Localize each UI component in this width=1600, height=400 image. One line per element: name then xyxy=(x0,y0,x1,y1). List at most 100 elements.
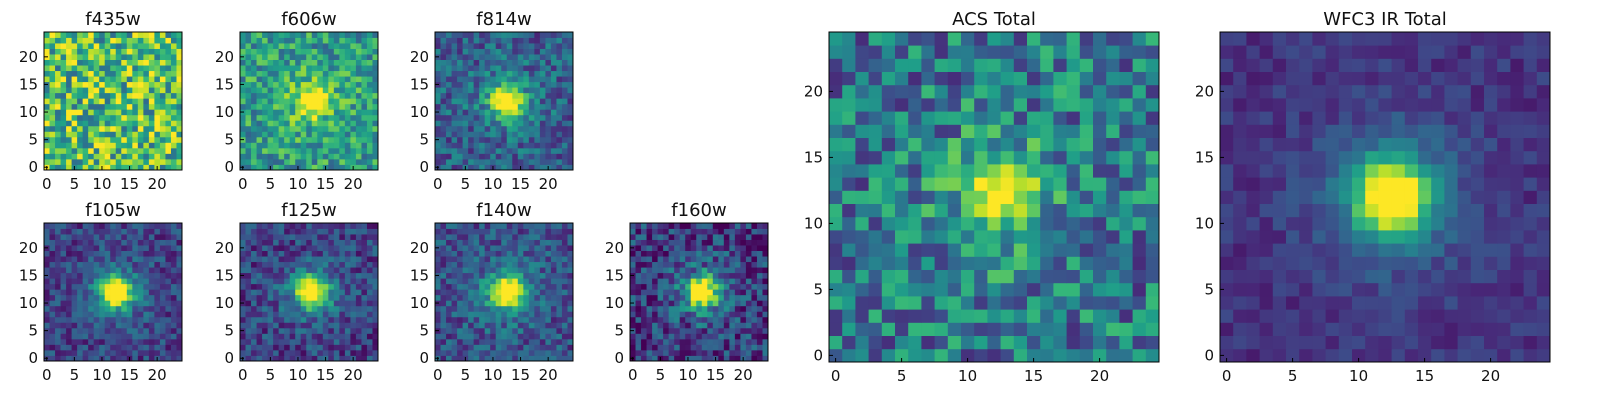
heatmap-cell xyxy=(561,103,568,110)
heatmap-cell xyxy=(278,98,285,105)
heatmap-cell xyxy=(176,311,183,318)
heatmap-cell xyxy=(88,250,95,257)
heatmap-cell xyxy=(921,269,935,284)
heatmap-cell xyxy=(159,278,166,285)
heatmap-cell xyxy=(289,256,296,263)
heatmap-cell xyxy=(451,164,458,171)
heatmap-cell xyxy=(88,234,95,240)
heatmap-cell xyxy=(528,338,535,345)
heatmap-cell xyxy=(495,245,502,251)
heatmap-cell xyxy=(745,283,752,290)
heatmap-cell xyxy=(273,70,280,77)
heatmap-cell xyxy=(333,234,340,240)
heatmap-cell xyxy=(322,327,329,334)
heatmap-cell xyxy=(451,142,458,149)
heatmap-cell xyxy=(528,92,535,99)
heatmap-cell xyxy=(115,103,122,110)
heatmap-cell xyxy=(176,228,183,235)
heatmap-cell xyxy=(295,114,302,121)
heatmap-cell xyxy=(355,87,362,94)
heatmap-cell xyxy=(350,65,357,72)
heatmap-cell xyxy=(696,294,703,301)
heatmap-cell xyxy=(718,322,725,329)
heatmap-cell xyxy=(99,87,106,94)
heatmap-cell xyxy=(300,48,307,55)
heatmap-cell xyxy=(947,309,962,323)
heatmap-cell xyxy=(170,256,177,263)
heatmap-cell xyxy=(506,234,513,240)
heatmap-cell xyxy=(440,322,447,329)
heatmap-cell xyxy=(159,131,166,138)
heatmap-cell xyxy=(550,43,557,49)
heatmap-cell xyxy=(256,294,263,301)
heatmap-cell xyxy=(372,316,379,323)
heatmap-cell xyxy=(490,147,497,154)
heatmap-cell xyxy=(344,164,351,171)
heatmap-cell xyxy=(745,250,752,257)
heatmap-cell xyxy=(44,289,50,296)
heatmap-cell xyxy=(1053,256,1067,270)
heatmap-cell xyxy=(501,316,508,323)
heatmap-cell xyxy=(729,250,736,257)
heatmap-cell xyxy=(339,228,346,235)
heatmap-cell xyxy=(262,81,268,88)
heatmap-cell xyxy=(339,147,346,154)
heatmap-cell xyxy=(267,147,274,154)
heatmap-cell xyxy=(451,322,458,329)
heatmap-cell xyxy=(55,43,61,49)
heatmap-cell xyxy=(137,37,144,44)
heatmap-cell xyxy=(652,223,658,229)
heatmap-cell xyxy=(311,59,318,66)
heatmap-cell xyxy=(921,282,935,297)
heatmap-cell xyxy=(473,250,480,257)
heatmap-cell xyxy=(1040,150,1054,165)
heatmap-cell xyxy=(1093,296,1107,310)
heatmap-cell xyxy=(701,223,708,229)
heatmap-cell xyxy=(523,333,530,340)
heatmap-cell xyxy=(652,239,658,246)
heatmap-cell xyxy=(561,283,568,290)
heatmap-cell xyxy=(110,43,117,49)
heatmap-cell xyxy=(55,278,61,285)
x-tick-label: 15 xyxy=(706,366,725,384)
heatmap-cell xyxy=(468,294,475,301)
heatmap-cell xyxy=(479,136,486,143)
heatmap-cell xyxy=(126,256,133,263)
heatmap-cell xyxy=(339,103,346,110)
heatmap-cell xyxy=(60,223,67,229)
heatmap-cell xyxy=(1053,309,1067,323)
heatmap-cell xyxy=(567,37,574,44)
heatmap-cell xyxy=(126,37,133,44)
heatmap-cell xyxy=(159,92,166,99)
heatmap-cell xyxy=(60,256,67,263)
heatmap-cell xyxy=(99,256,106,263)
heatmap-cell xyxy=(567,147,574,154)
heatmap-cell xyxy=(132,48,139,55)
heatmap-cell xyxy=(501,164,508,171)
heatmap-cell xyxy=(690,245,697,251)
heatmap-cell xyxy=(245,261,252,268)
heatmap-cell xyxy=(311,223,318,229)
heatmap-cell xyxy=(256,344,263,351)
heatmap-cell xyxy=(446,234,452,240)
heatmap-cell xyxy=(350,261,357,268)
heatmap-cell xyxy=(974,296,988,310)
heatmap-cell xyxy=(1053,177,1067,191)
heatmap-cell xyxy=(295,311,302,318)
heatmap-cell xyxy=(55,311,61,318)
heatmap-cell xyxy=(88,333,95,340)
heatmap-cell xyxy=(372,267,379,274)
heatmap-cell xyxy=(66,114,72,121)
heatmap-cell xyxy=(451,65,458,72)
heatmap-cell xyxy=(137,256,144,263)
heatmap-cell xyxy=(506,103,513,110)
heatmap-cell xyxy=(245,87,252,94)
heatmap-cell xyxy=(300,245,307,251)
heatmap-cell xyxy=(300,223,307,229)
heatmap-cell xyxy=(723,300,730,307)
heatmap-cell xyxy=(256,87,263,94)
heatmap-cell xyxy=(339,344,346,351)
heatmap-cell xyxy=(93,305,100,312)
heatmap-cell xyxy=(663,239,670,246)
heatmap-cell xyxy=(278,48,285,55)
